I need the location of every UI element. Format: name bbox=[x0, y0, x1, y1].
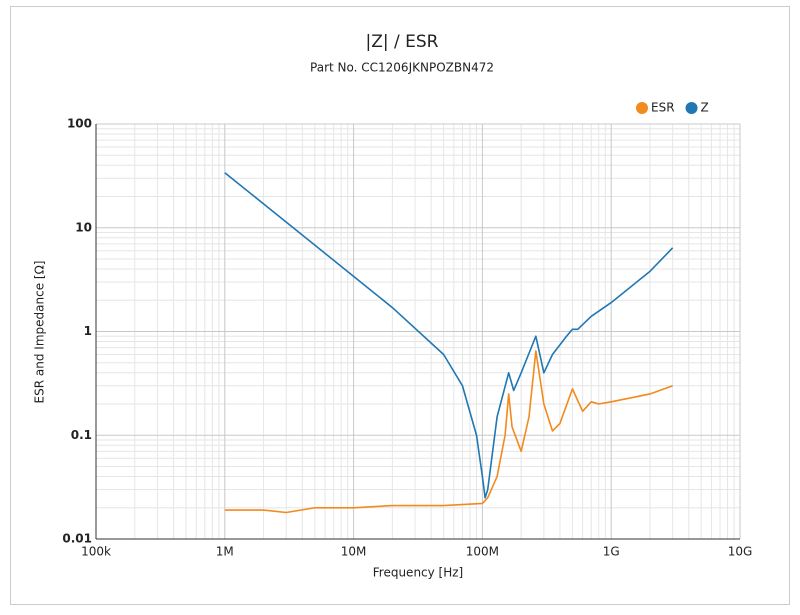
legend-label: ESR bbox=[651, 101, 675, 115]
y-tick-label: 0.1 bbox=[71, 428, 92, 442]
frame bbox=[10, 6, 790, 605]
x-axis-label: Frequency [Hz] bbox=[373, 566, 464, 580]
x-tick-label: 100k bbox=[81, 545, 111, 559]
chart-subtitle: Part No. CC1206JKNPOZBN472 bbox=[310, 61, 494, 75]
x-tick-label: 1M bbox=[216, 545, 234, 559]
y-tick-label: 10 bbox=[75, 220, 92, 234]
y-tick-label: 0.01 bbox=[62, 532, 92, 546]
legend-marker bbox=[636, 102, 648, 114]
x-tick-label: 10G bbox=[728, 545, 753, 559]
series-line bbox=[224, 172, 674, 499]
y-tick-label: 100 bbox=[67, 117, 92, 131]
x-tick-label: 100M bbox=[466, 545, 499, 559]
y-axis-label: ESR and Impedance [Ω] bbox=[33, 261, 47, 404]
legend-label: Z bbox=[701, 101, 709, 115]
y-tick-label: 1 bbox=[84, 324, 92, 338]
chart-title: |Z| / ESR bbox=[366, 32, 439, 52]
x-tick-label: 1G bbox=[603, 545, 620, 559]
x-tick-label: 10M bbox=[341, 545, 367, 559]
legend-marker bbox=[685, 102, 698, 114]
series-line bbox=[224, 350, 673, 514]
